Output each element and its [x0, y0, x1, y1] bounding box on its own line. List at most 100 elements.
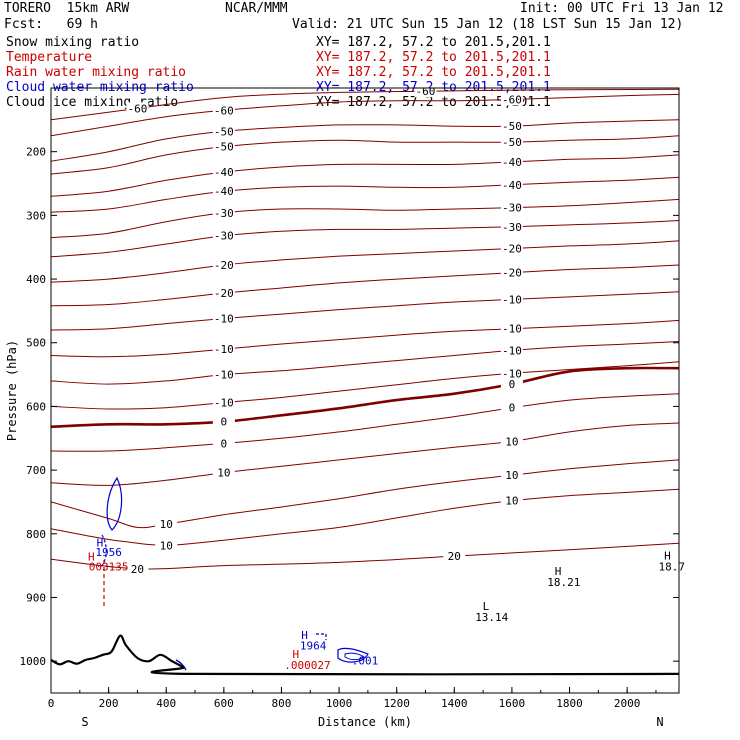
isotherm-label-6-1: -30 [502, 202, 522, 215]
cloud-water-contour-center [337, 647, 369, 663]
isotherm-label-18-1: 10 [505, 495, 518, 508]
annotation-layer: H1956H003135H1964H.000027.001H18.21L13.1… [88, 537, 685, 672]
annotation-9: H [555, 565, 562, 578]
legend-rain-xy: XY= 187.2, 57.2 to 201.5,201.1 [316, 65, 551, 80]
y-tick-label-4: 600 [26, 400, 46, 413]
isotherm-label-bg-11-1 [500, 322, 523, 335]
isotherm-label-10-1: -10 [502, 293, 522, 306]
y-tick-label-3: 500 [26, 337, 46, 350]
isotherm-label-bg-3-1 [500, 136, 523, 149]
isotherm-label-10-0: -10 [214, 313, 234, 326]
cloud-water-contour-south [106, 476, 123, 531]
isotherm-label-bg-12-0 [212, 368, 235, 381]
isotherm-label-bg-4-0 [212, 166, 235, 179]
legend-snow: Snow mixing ratio [6, 35, 140, 50]
x-tick-label-4: 800 [272, 697, 292, 710]
isotherm-label-bg-14-1 [500, 378, 523, 391]
annotation-0: H [97, 537, 104, 550]
isotherm-label-3-0: -50 [214, 141, 234, 154]
isotherm-label-bg-18-0 [155, 539, 178, 552]
isotherm-label-4-0: -40 [214, 166, 234, 179]
isotherm-layer: -60 -60 -60 -60 -50 -50 -50 -50 -40 -40 -40 -40 -30 -… [51, 88, 679, 576]
isotherm-label-bg-6-1 [500, 201, 523, 214]
isotherm-label-15-1: 0 [509, 402, 516, 415]
isotherm-15 [51, 393, 679, 452]
terrain-layer [50, 634, 680, 676]
init-time: Init: 00 UTC Fri 13 Jan 12 [520, 1, 724, 16]
isotherm-label-13-1: -10 [502, 367, 522, 380]
isotherm-13 [51, 361, 679, 410]
isotherm-label-bg-15-0 [212, 437, 235, 450]
isotherm-2 [51, 119, 679, 162]
isotherm-label-bg-18-1 [500, 494, 523, 507]
legend-cloud-ice: Cloud ice mixing ratio [6, 95, 179, 110]
y-tick-label-8: 1000 [20, 655, 47, 668]
isotherm-label-2-0: -50 [214, 125, 234, 138]
annotation-5: 1964 [300, 640, 327, 653]
x-tick-label-5: 1000 [326, 697, 353, 710]
isotherm-3 [51, 135, 679, 175]
legend-temperature: Temperature [6, 50, 93, 65]
isotherm-label-bg-7-0 [212, 229, 235, 242]
x-tick-label-7: 1400 [441, 697, 468, 710]
moisture-features [99, 476, 369, 671]
annotation-8: .001 [352, 654, 379, 667]
isotherm-label-bg-14-0 [212, 415, 235, 428]
isotherm-label-12-0: -10 [214, 369, 234, 382]
cloud-water-contour-terrain [175, 659, 187, 671]
isotherm-label-0-0: -60 [214, 104, 234, 117]
isotherm-label-11-0: -10 [214, 343, 234, 356]
x-tick-label-6: 1200 [383, 697, 410, 710]
isotherm-label-17-1: 10 [505, 469, 518, 482]
isotherm-label-bg-16-1 [500, 435, 523, 448]
isotherm-label-bg-17-1 [500, 469, 523, 482]
isotherm-label-bg-6-0 [212, 206, 235, 219]
x-tick-label-1: 200 [99, 697, 119, 710]
y-axis-label: Pressure (hPa) [5, 340, 19, 441]
isotherm-label-19-1: 20 [448, 550, 461, 563]
annotation-4: H [301, 629, 308, 642]
y-tick-label-7: 900 [26, 591, 46, 604]
isotherm-8 [51, 240, 679, 283]
isotherm-label-16-1: 10 [505, 435, 518, 448]
isotherm-17 [51, 459, 679, 529]
isotherm-label-9-1: -20 [502, 267, 522, 280]
cloud-water-contour-center-2 [344, 652, 365, 661]
isotherm-label-2-1: -50 [502, 120, 522, 133]
isotherm-label-4-1: -40 [502, 156, 522, 169]
isotherm-label-bg-19-0 [126, 562, 149, 575]
isotherm-11 [51, 319, 679, 358]
isotherm-label-bg-12-1 [500, 344, 523, 357]
x-tick-label-0: 0 [48, 697, 55, 710]
isotherm-label-bg-5-0 [212, 185, 235, 198]
isotherm-label-14-1: 0 [509, 378, 516, 391]
isotherm-label-19-0: 20 [131, 563, 144, 576]
isotherm-label-bg-3-0 [212, 140, 235, 153]
isotherm-label-3-1: -50 [502, 136, 522, 149]
isotherm-label-6-0: -30 [214, 207, 234, 220]
x-axis-label: Distance (km) [318, 715, 412, 729]
annotation-12: 13.14 [475, 611, 508, 624]
isotherm-label-9-0: -20 [214, 287, 234, 300]
isotherm-label-bg-0-0 [212, 104, 235, 117]
annotation-14: 18.7 [659, 561, 686, 574]
isotherm-6 [51, 198, 679, 239]
annotation-6: H [293, 648, 300, 661]
y-tick-label-0: 200 [26, 146, 46, 159]
y-tick-label-5: 700 [26, 464, 46, 477]
isotherm-10 [51, 291, 679, 331]
x-tick-label-8: 1600 [499, 697, 526, 710]
isotherm-7 [51, 220, 679, 258]
isotherm-label-bg-9-0 [212, 287, 235, 300]
isotherm-12 [51, 341, 679, 385]
isotherm-label-bg-13-1 [500, 367, 523, 380]
isotherm-label-bg-10-0 [212, 312, 235, 325]
terrain-line [50, 634, 680, 676]
isotherm-label-bg-17-0 [155, 518, 178, 531]
isotherm-label-bg-9-1 [500, 266, 523, 279]
valid-time: Valid: 21 UTC Sun 15 Jan 12 (18 LST Sun … [292, 17, 684, 32]
isotherm-label-11-1: -10 [502, 323, 522, 336]
isotherm-label-8-1: -20 [502, 242, 522, 255]
isotherm-label-13-0: -10 [214, 397, 234, 410]
isotherm-4 [51, 154, 679, 197]
